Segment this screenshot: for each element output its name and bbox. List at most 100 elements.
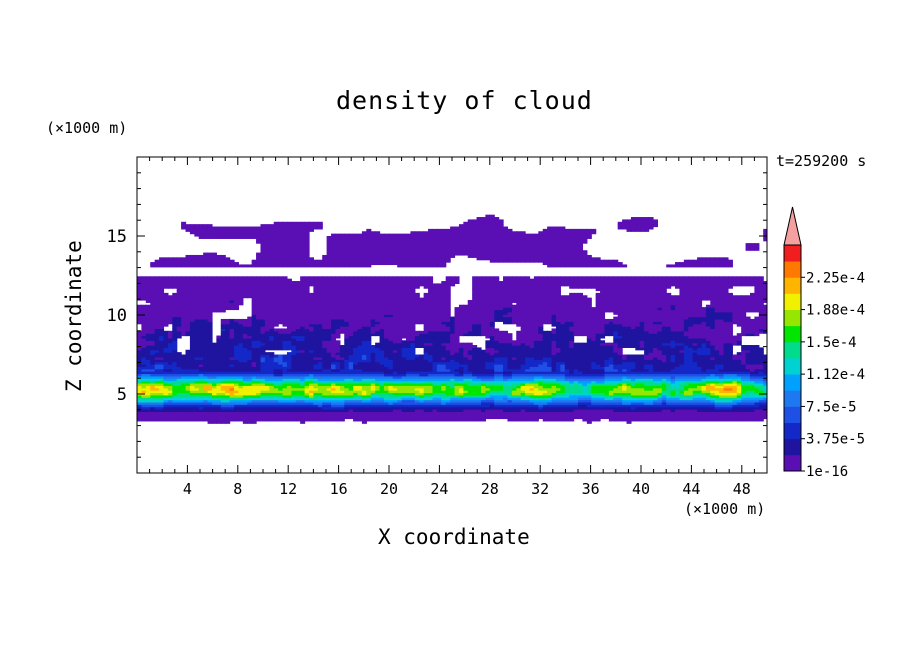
density-cell — [679, 340, 685, 344]
density-cell — [326, 392, 332, 396]
density-cell — [670, 349, 676, 353]
density-cell — [555, 368, 561, 372]
density-cell — [335, 340, 341, 344]
density-cell — [591, 337, 597, 341]
density-cell — [635, 366, 641, 370]
density-cell — [551, 418, 557, 422]
density-cell — [507, 352, 513, 356]
density-cell — [291, 385, 297, 389]
density-cell — [167, 416, 173, 420]
density-cell — [547, 356, 553, 360]
density-cell — [150, 382, 156, 386]
density-cell — [666, 394, 672, 398]
density-cell — [335, 375, 341, 379]
density-cell — [406, 363, 412, 367]
density-cell — [670, 390, 676, 394]
density-cell — [450, 337, 456, 341]
density-cell — [727, 368, 733, 372]
density-cell — [167, 337, 173, 341]
density-cell — [189, 354, 195, 358]
density-cell — [498, 397, 504, 401]
density-cell — [203, 387, 209, 391]
density-cell — [211, 368, 217, 372]
density-cell — [560, 399, 566, 403]
density-cell — [582, 371, 588, 375]
density-cell — [370, 394, 376, 398]
density-cell — [600, 409, 606, 412]
density-cell — [688, 404, 694, 408]
density-cell — [423, 411, 429, 415]
density-cell — [269, 413, 275, 417]
density-cell — [732, 413, 738, 417]
density-cell — [335, 401, 341, 405]
density-cell — [749, 373, 755, 377]
density-cell — [238, 382, 244, 386]
density-cell — [600, 359, 606, 363]
density-cell — [242, 352, 248, 356]
density-cell — [630, 368, 636, 372]
density-cell — [644, 366, 650, 370]
density-cell — [688, 378, 694, 382]
density-cell — [586, 390, 592, 394]
density-cell — [392, 361, 398, 365]
density-cell — [300, 342, 306, 346]
density-cell — [555, 382, 561, 386]
density-cell — [697, 385, 703, 389]
density-cell — [247, 406, 253, 410]
density-cell — [661, 354, 667, 358]
density-cell — [339, 401, 345, 405]
density-cell — [591, 409, 597, 412]
density-cell — [137, 385, 143, 389]
density-cell — [569, 409, 575, 412]
density-cell — [238, 392, 244, 396]
density-cell — [701, 345, 707, 348]
density-cell — [366, 404, 372, 408]
density-cell — [198, 397, 204, 401]
density-cell — [710, 371, 716, 375]
density-cell — [445, 363, 451, 367]
density-cell — [185, 406, 191, 410]
density-cell — [167, 361, 173, 365]
density-cell — [485, 356, 491, 360]
density-cell — [758, 399, 764, 403]
density-cell — [419, 406, 425, 410]
density-cell — [675, 349, 681, 353]
density-cell — [670, 409, 676, 412]
density-cell — [286, 371, 292, 375]
density-cell — [547, 394, 553, 398]
density-cell — [719, 373, 725, 377]
density-cell — [661, 363, 667, 367]
density-cell — [498, 345, 504, 348]
density-cell — [410, 390, 416, 394]
density-cell — [361, 420, 367, 424]
density-cell — [675, 340, 681, 344]
density-cell — [176, 413, 182, 417]
density-cell — [419, 390, 425, 394]
density-cell — [238, 399, 244, 403]
density-cell — [652, 411, 658, 415]
density-cell — [507, 359, 513, 363]
density-cell — [264, 337, 270, 341]
density-cell — [154, 349, 160, 353]
density-cell — [295, 401, 301, 405]
density-cell — [710, 368, 716, 372]
density-cell — [542, 418, 548, 422]
density-cell — [370, 404, 376, 408]
density-cell — [357, 363, 363, 367]
density-cell — [578, 366, 584, 370]
density-cell — [595, 392, 601, 396]
density-cell — [630, 363, 636, 367]
density-cell — [260, 394, 266, 398]
density-cell — [225, 359, 231, 363]
density-cell — [661, 387, 667, 391]
density-cell — [494, 356, 500, 360]
density-cell — [348, 352, 354, 356]
density-cell — [181, 411, 187, 415]
density-cell — [569, 363, 575, 367]
density-cell — [207, 340, 213, 344]
density-cell — [414, 368, 420, 372]
density-cell — [591, 363, 597, 367]
density-cell — [344, 413, 350, 417]
density-cell — [564, 387, 570, 391]
density-cell — [675, 335, 681, 339]
